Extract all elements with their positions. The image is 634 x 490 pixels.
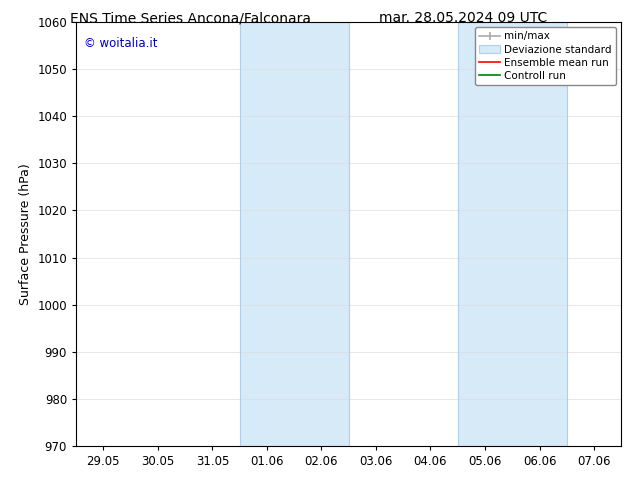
- Bar: [240, 22, 349, 446]
- Y-axis label: Surface Pressure (hPa): Surface Pressure (hPa): [19, 163, 32, 305]
- Text: © woitalia.it: © woitalia.it: [84, 37, 158, 50]
- Bar: [458, 22, 567, 446]
- Text: ENS Time Series Ancona/Falconara: ENS Time Series Ancona/Falconara: [70, 11, 311, 25]
- Legend: min/max, Deviazione standard, Ensemble mean run, Controll run: min/max, Deviazione standard, Ensemble m…: [476, 27, 616, 85]
- Text: mar. 28.05.2024 09 UTC: mar. 28.05.2024 09 UTC: [378, 11, 547, 25]
